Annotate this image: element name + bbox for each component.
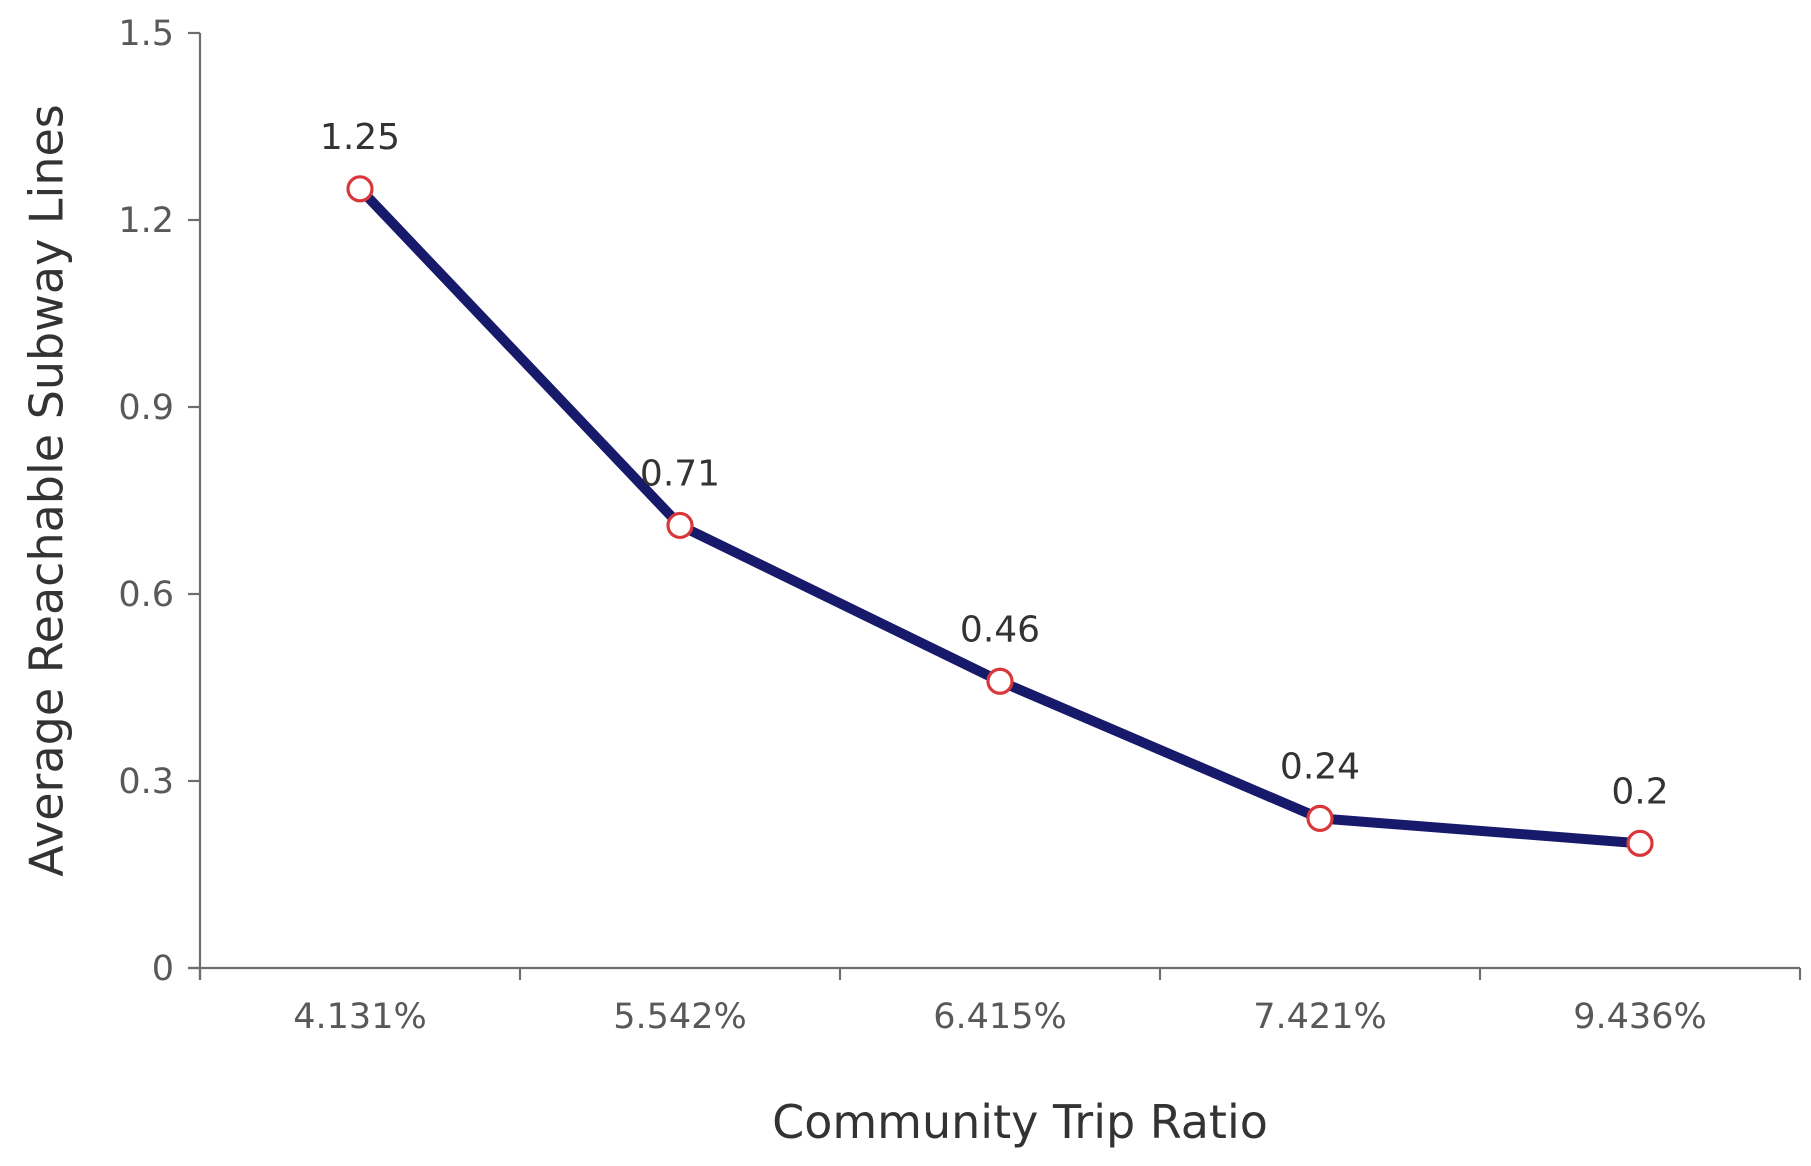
x-axis: 4.131% 5.542% 6.415% 7.421% 9.436% — [188, 966, 1802, 1037]
y-tick-label: 1.5 — [118, 14, 174, 54]
data-point-marker[interactable] — [346, 175, 374, 203]
data-label: 0.46 — [960, 609, 1040, 650]
y-tick-label: 0.9 — [118, 388, 174, 428]
data-label: 0.2 — [1611, 771, 1668, 812]
y-axis: 0 0.3 0.6 0.9 1.2 1.5 — [118, 14, 202, 989]
y-tick-label: 1.2 — [118, 201, 174, 241]
data-point-marker[interactable] — [666, 511, 694, 540]
x-tick-label: 5.542% — [613, 997, 746, 1037]
x-axis-title: Community Trip Ratio — [772, 1095, 1268, 1149]
x-axis-ticks: 4.131% 5.542% 6.415% 7.421% 9.436% — [198, 968, 1802, 1037]
data-label: 0.24 — [1280, 746, 1360, 787]
x-tick-label: 7.421% — [1253, 997, 1386, 1037]
y-tick-label: 0.6 — [118, 575, 174, 615]
data-point-marker[interactable] — [1306, 804, 1334, 833]
data-label: 0.71 — [640, 453, 720, 494]
y-axis-ticks: 0 0.3 0.6 0.9 1.2 1.5 — [118, 14, 200, 989]
data-label: 1.25 — [320, 117, 400, 158]
data-point-marker[interactable] — [1626, 829, 1654, 857]
y-tick-label: 0.3 — [118, 762, 174, 802]
series-line — [355, 183, 1645, 849]
data-markers — [346, 175, 1654, 857]
x-tick-label: 9.436% — [1573, 997, 1706, 1037]
data-labels: 1.25 0.71 0.46 0.24 0.2 — [320, 117, 1669, 812]
y-tick-label: 0 — [152, 949, 174, 989]
x-tick-label: 6.415% — [933, 997, 1066, 1037]
series — [355, 183, 1645, 849]
y-axis-title: Average Reachable Subway Lines — [20, 104, 74, 876]
data-point-marker[interactable] — [986, 667, 1014, 695]
x-tick-label: 4.131% — [293, 997, 426, 1037]
